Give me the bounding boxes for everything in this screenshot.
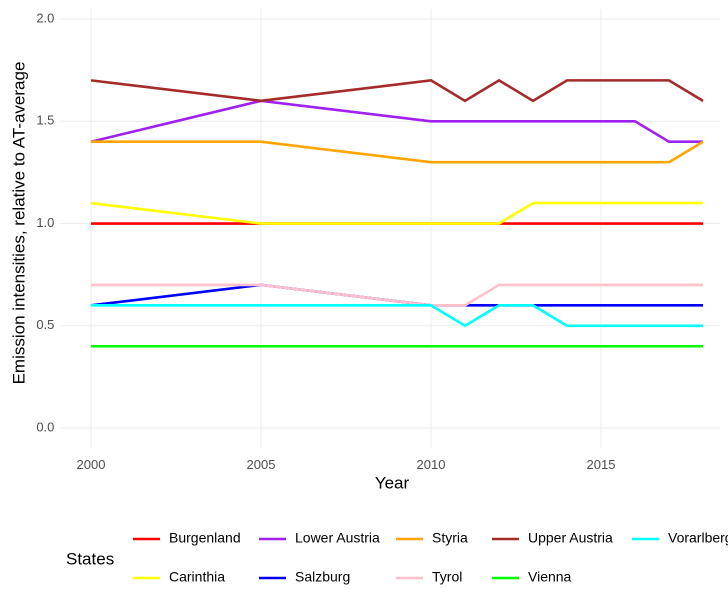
x-tick-label: 2015 [587,457,616,472]
y-tick-label: 2.0 [36,10,54,25]
y-tick-label: 1.0 [36,215,54,230]
legend-label: Tyrol [432,569,462,585]
y-tick-label: 0.5 [36,317,54,332]
legend-label: Lower Austria [295,530,380,546]
legend-label: Upper Austria [528,530,613,546]
legend-label: Styria [432,530,468,546]
line [91,283,703,307]
legend-label: Salzburg [295,569,350,585]
legend-label: Vienna [528,569,572,585]
line [90,99,703,144]
line [90,201,703,225]
x-tick-label: 2005 [247,457,276,472]
legend-title: States [66,549,114,568]
legend-label: Carinthia [169,569,225,585]
line [91,304,703,328]
legend-label: Vorarlberg [668,530,728,546]
legend-label: Burgenland [169,530,241,546]
line [91,140,704,164]
y-tick-label: 0.0 [36,419,54,434]
x-axis-title: Year [375,473,410,492]
line [90,78,704,103]
y-axis-title: Emission intensities, relative to AT-ave… [9,62,28,385]
x-tick-label: 2000 [77,457,106,472]
y-tick-label: 1.5 [36,113,54,128]
x-tick-label: 2010 [417,457,446,472]
